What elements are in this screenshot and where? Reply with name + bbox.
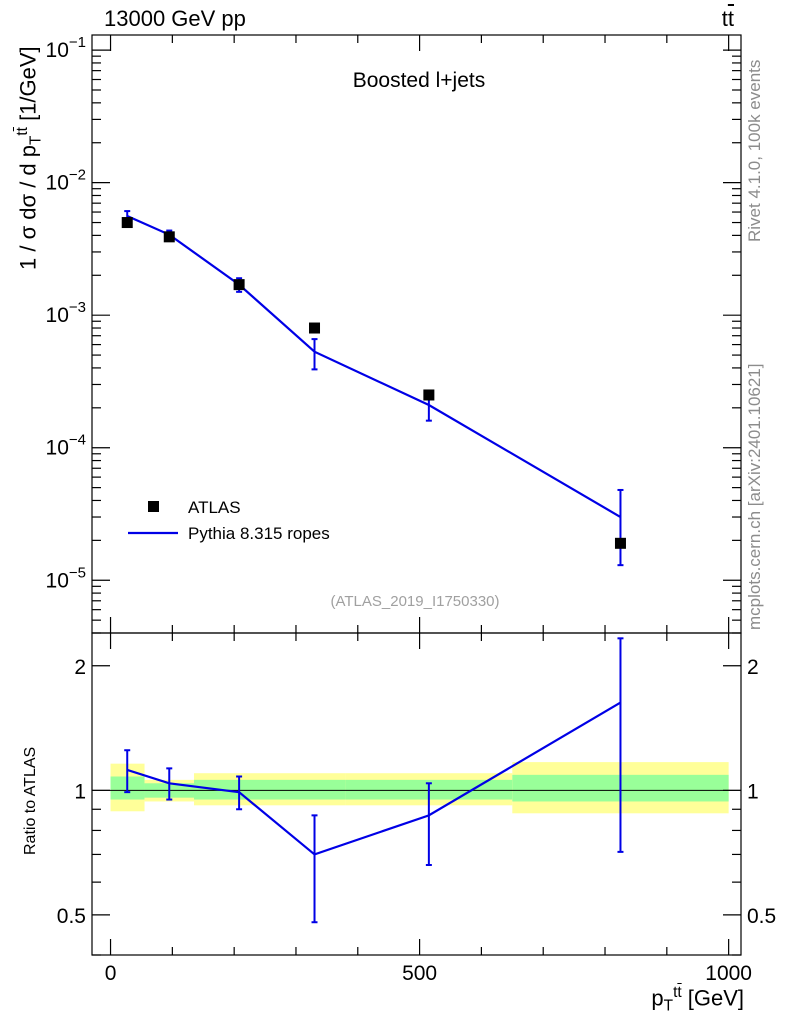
legend-mc-label: Pythia 8.315 ropes [188,524,330,543]
data-point [309,322,321,334]
ratio-y-tick-label: 1 [74,780,86,803]
legend-data-label: ATLAS [188,498,241,517]
y-tick-label: 10−4 [46,432,86,460]
process-label: 13000 GeV pp [104,6,246,31]
ratio-inner-band-2 [193,779,346,800]
x-tick-label: 1000 [705,962,752,985]
ratio-plot-frame [91,632,742,956]
analysis-label: (ATLAS_2019_I1750330) [330,593,499,610]
channel-label: tt [721,6,734,31]
mc-series-line [126,215,622,518]
data-point [121,217,133,229]
ratio-y-tick-label: 2 [74,656,86,679]
legend-data-marker [148,501,159,512]
ratio-y-tick-label-right: 0.5 [747,905,776,928]
data-point [233,279,245,291]
x-tick-label: 500 [402,962,437,985]
chart-title: Boosted l+jets [353,69,486,92]
y-tick-label: 10−1 [46,34,86,62]
data-point [423,389,435,401]
ratio-y-tick-label-right: 1 [747,780,759,803]
x-tick-label: 0 [105,962,117,985]
y-tick-label: 10−3 [46,299,86,327]
data-point [163,231,175,243]
x-axis-label: pTtt [GeV] [651,984,744,1015]
y-tick-label: 10−5 [46,564,86,592]
data-point [614,537,626,549]
main-plot-frame [91,34,742,634]
ratio-y-tick-label: 0.5 [57,905,86,928]
mc-ratio-line [126,701,622,856]
ratio-y-tick-label-right: 2 [747,656,759,679]
y-tick-label: 10−2 [46,167,86,195]
